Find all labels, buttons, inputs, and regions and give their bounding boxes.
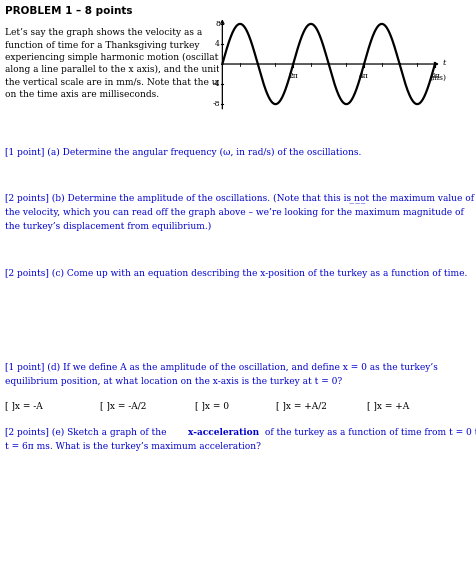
Text: the velocity, which you can read off the graph above – we’re looking for the max: the velocity, which you can read off the…	[5, 208, 464, 217]
Text: of the turkey as a function of time from t = 0 to: of the turkey as a function of time from…	[262, 428, 476, 437]
Text: t = 6π ms. What is the turkey’s maximum acceleration?: t = 6π ms. What is the turkey’s maximum …	[5, 442, 261, 451]
Text: [ ]x = +A/2: [ ]x = +A/2	[276, 401, 327, 410]
Text: [2 points] (e) Sketch a graph of the: [2 points] (e) Sketch a graph of the	[5, 428, 169, 437]
Text: [ ]x = 0: [ ]x = 0	[195, 401, 229, 410]
Text: (ms): (ms)	[430, 74, 447, 82]
Text: [1 point] (a) Determine the angular frequency (ω, in rad/s) of the oscillations.: [1 point] (a) Determine the angular freq…	[5, 148, 361, 157]
Text: -4: -4	[213, 80, 220, 88]
Text: [2 points] (c) Come up with an equation describing the x-position of the turkey : [2 points] (c) Come up with an equation …	[5, 269, 467, 278]
Text: [2 points] (b) Determine the amplitude of the oscillations. (Note that this is ̲: [2 points] (b) Determine the amplitude o…	[5, 193, 474, 203]
Text: 6π: 6π	[430, 72, 440, 80]
Text: the turkey’s displacement from equilibrium.): the turkey’s displacement from equilibri…	[5, 222, 211, 231]
Text: [1 point] (d) If we define A as the amplitude of the oscillation, and define x =: [1 point] (d) If we define A as the ampl…	[5, 363, 437, 372]
Text: Let’s say the graph shows the velocity as a
function of time for a Thanksgiving : Let’s say the graph shows the velocity a…	[5, 28, 238, 98]
Text: 4π: 4π	[359, 72, 369, 80]
Text: [ ]x = -A: [ ]x = -A	[5, 401, 42, 410]
Text: 8: 8	[215, 20, 220, 28]
Text: PROBLEM 1 – 8 points: PROBLEM 1 – 8 points	[5, 6, 132, 16]
Text: x-acceleration: x-acceleration	[188, 428, 259, 437]
Text: 2π: 2π	[288, 72, 298, 80]
Text: equilibrium position, at what location on the x-axis is the turkey at t = 0?: equilibrium position, at what location o…	[5, 377, 342, 386]
Text: 4: 4	[215, 40, 220, 48]
Text: t: t	[442, 59, 446, 67]
Text: [ ]x = -A/2: [ ]x = -A/2	[100, 401, 146, 410]
Text: -8: -8	[213, 100, 220, 108]
Text: [2 points] (e) Sketch a graph of the x-acceleration: [2 points] (e) Sketch a graph of the x-a…	[5, 428, 257, 437]
Text: [ ]x = +A: [ ]x = +A	[367, 401, 409, 410]
